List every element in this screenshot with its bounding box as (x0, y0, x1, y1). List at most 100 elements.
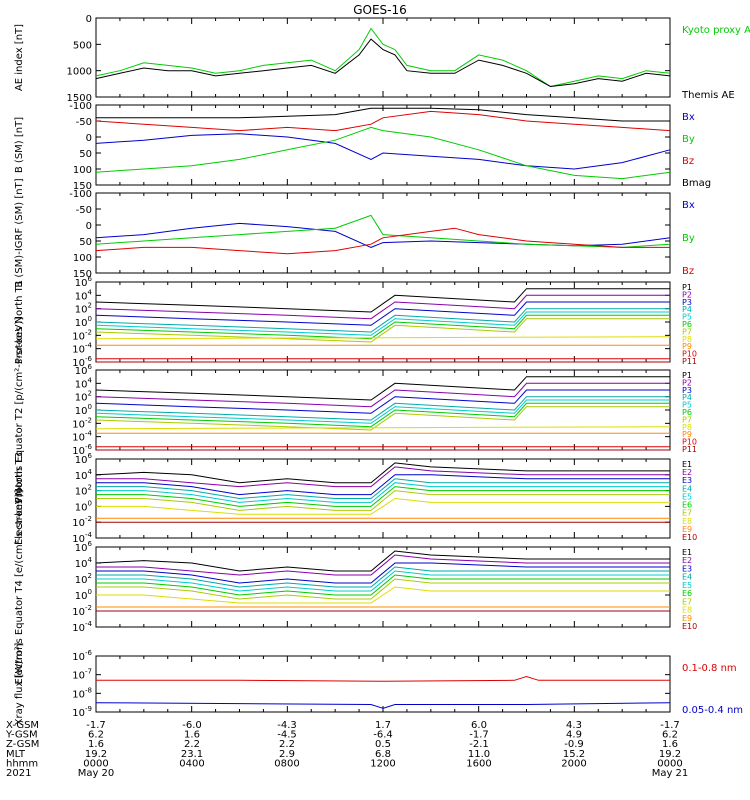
legend-entry: E1 (682, 460, 692, 469)
footer-cell: 0800 (274, 758, 299, 769)
y-tick-label: 106 (75, 540, 93, 554)
y-axis-label: AE index [nT] (14, 24, 25, 91)
y-tick-label: 106 (75, 275, 93, 289)
y-axis-label: Electrons North T3 (14, 452, 25, 545)
legend-entry: E9 (682, 525, 692, 534)
legend-entry: E2 (682, 556, 692, 565)
legend-entry: E10 (682, 533, 697, 542)
y-tick-label: 102 (75, 302, 92, 316)
legend-entry: E9 (682, 614, 692, 623)
series-line-Bz (95, 110, 671, 132)
y-tick-exponent: -4 (85, 620, 93, 628)
legend-entry: Themis AE (681, 90, 735, 101)
series-line-E1 (95, 462, 670, 484)
series-line-E2 (96, 554, 670, 576)
series-line-E7 (96, 578, 670, 600)
y-tick-label: 104 (75, 556, 93, 570)
legend-entry: E8 (682, 606, 692, 615)
y-tick-label: -100 (69, 101, 92, 112)
series-line-P3 (95, 389, 670, 414)
legend-entry: E5 (682, 581, 692, 590)
footer-cell: 2.2 (184, 739, 200, 750)
y-tick-exponent: -2 (85, 328, 92, 336)
y-tick-label: 100 (75, 403, 92, 417)
y-tick-exponent: -4 (85, 531, 93, 539)
series-line-P5 (95, 399, 670, 424)
legend-entry: E4 (682, 484, 692, 493)
series-line-E8 (96, 497, 670, 515)
y-tick-label: 100 (75, 315, 92, 329)
footer-row-label: Z-GSM (6, 739, 39, 750)
y-axis-label: Xray flux [W/m²] (14, 643, 25, 726)
series-line-Kyoto-proxy-AE (95, 27, 671, 88)
legend-entry: 0.05-0.4 nm (682, 705, 743, 716)
y-tick-exponent: 0 (88, 403, 92, 411)
legend-entry: Bz (682, 266, 694, 277)
footer-cell: 6.2 (662, 730, 678, 741)
y-tick-label: 50 (79, 237, 92, 248)
legend-entry: P4 (682, 305, 692, 314)
legend-entry: P1 (682, 371, 692, 380)
series-line-E2 (96, 466, 670, 488)
legend-entry: P3 (682, 386, 692, 395)
legend-entry: P7 (682, 327, 692, 336)
footer-row-label: Y-GSM (5, 730, 38, 741)
y-tick-exponent: 2 (88, 484, 92, 492)
y-tick-exponent: -6 (85, 443, 93, 451)
footer-cell: -6.0 (182, 720, 202, 731)
footer-row-label: hhmm (6, 758, 38, 769)
series-line-E7 (96, 490, 670, 511)
y-tick-label: 10-4 (72, 342, 92, 356)
series-line-E4 (96, 478, 670, 500)
legend-entry: P4 (682, 393, 692, 402)
series-line-P6 (95, 402, 670, 428)
legend-entry: E7 (682, 597, 692, 606)
y-tick-label: 10-7 (72, 668, 92, 682)
legend-entry: By (682, 134, 695, 145)
footer-cell: 4.3 (566, 720, 582, 731)
footer-cell: 23.1 (181, 749, 203, 760)
y-tick-label: 0 (86, 14, 92, 25)
y-tick-label: -50 (76, 205, 92, 216)
legend-entry: P9 (682, 430, 692, 439)
footer-cell: -0.9 (564, 739, 584, 750)
legend-entry: P9 (682, 342, 692, 351)
footer-cell: 1200 (370, 758, 395, 769)
legend-entry: E3 (682, 476, 692, 485)
series-line-E3 (96, 474, 670, 496)
legend-entry: E6 (682, 589, 692, 598)
y-tick-label: 102 (75, 390, 92, 404)
footer-cell: -2.1 (469, 739, 489, 750)
legend-entry: P6 (682, 320, 692, 329)
y-axis-label: Protons North T1 (14, 280, 25, 364)
y-tick-label: 150 (73, 181, 92, 192)
y-tick-label: 100 (75, 588, 92, 602)
figure-title: GOES-16 (353, 3, 407, 17)
footer-cell: May 21 (652, 768, 689, 779)
y-tick-label: 1000 (67, 67, 92, 78)
legend-entry: P8 (682, 335, 692, 344)
series-line-P7 (95, 406, 670, 431)
y-tick-label: 150 (73, 269, 92, 280)
legend-entry: E1 (682, 548, 692, 557)
y-tick-exponent: 6 (88, 452, 93, 460)
y-tick-label: 100 (73, 165, 92, 176)
footer-cell: -1.7 (660, 720, 680, 731)
panel-3: -100 -50 0 50 100 150 B (SM)-IGRF (SM) [nT] Bx B… (14, 178, 695, 287)
panel-frame (95, 369, 671, 451)
series-line-P4 (95, 308, 670, 333)
footer-cell: 6.8 (375, 749, 391, 760)
footer-cell: 0.5 (375, 739, 391, 750)
y-tick-label: 106 (75, 452, 93, 466)
legend-entry: 0.1-0.8 nm (682, 663, 737, 674)
legend-entry: Kyoto proxy AE (682, 25, 750, 36)
y-tick-label: -100 (69, 189, 92, 200)
legend-entry: P3 (682, 298, 692, 307)
y-tick-exponent: 0 (88, 315, 92, 323)
y-axis-label: Protons Equator T2 [p/(cm²-s-sr-keV)] (14, 317, 25, 504)
legend-entry: P10 (682, 350, 697, 359)
y-tick-label: 102 (75, 484, 92, 498)
series-line-0.1-0.8-nm (96, 675, 670, 682)
